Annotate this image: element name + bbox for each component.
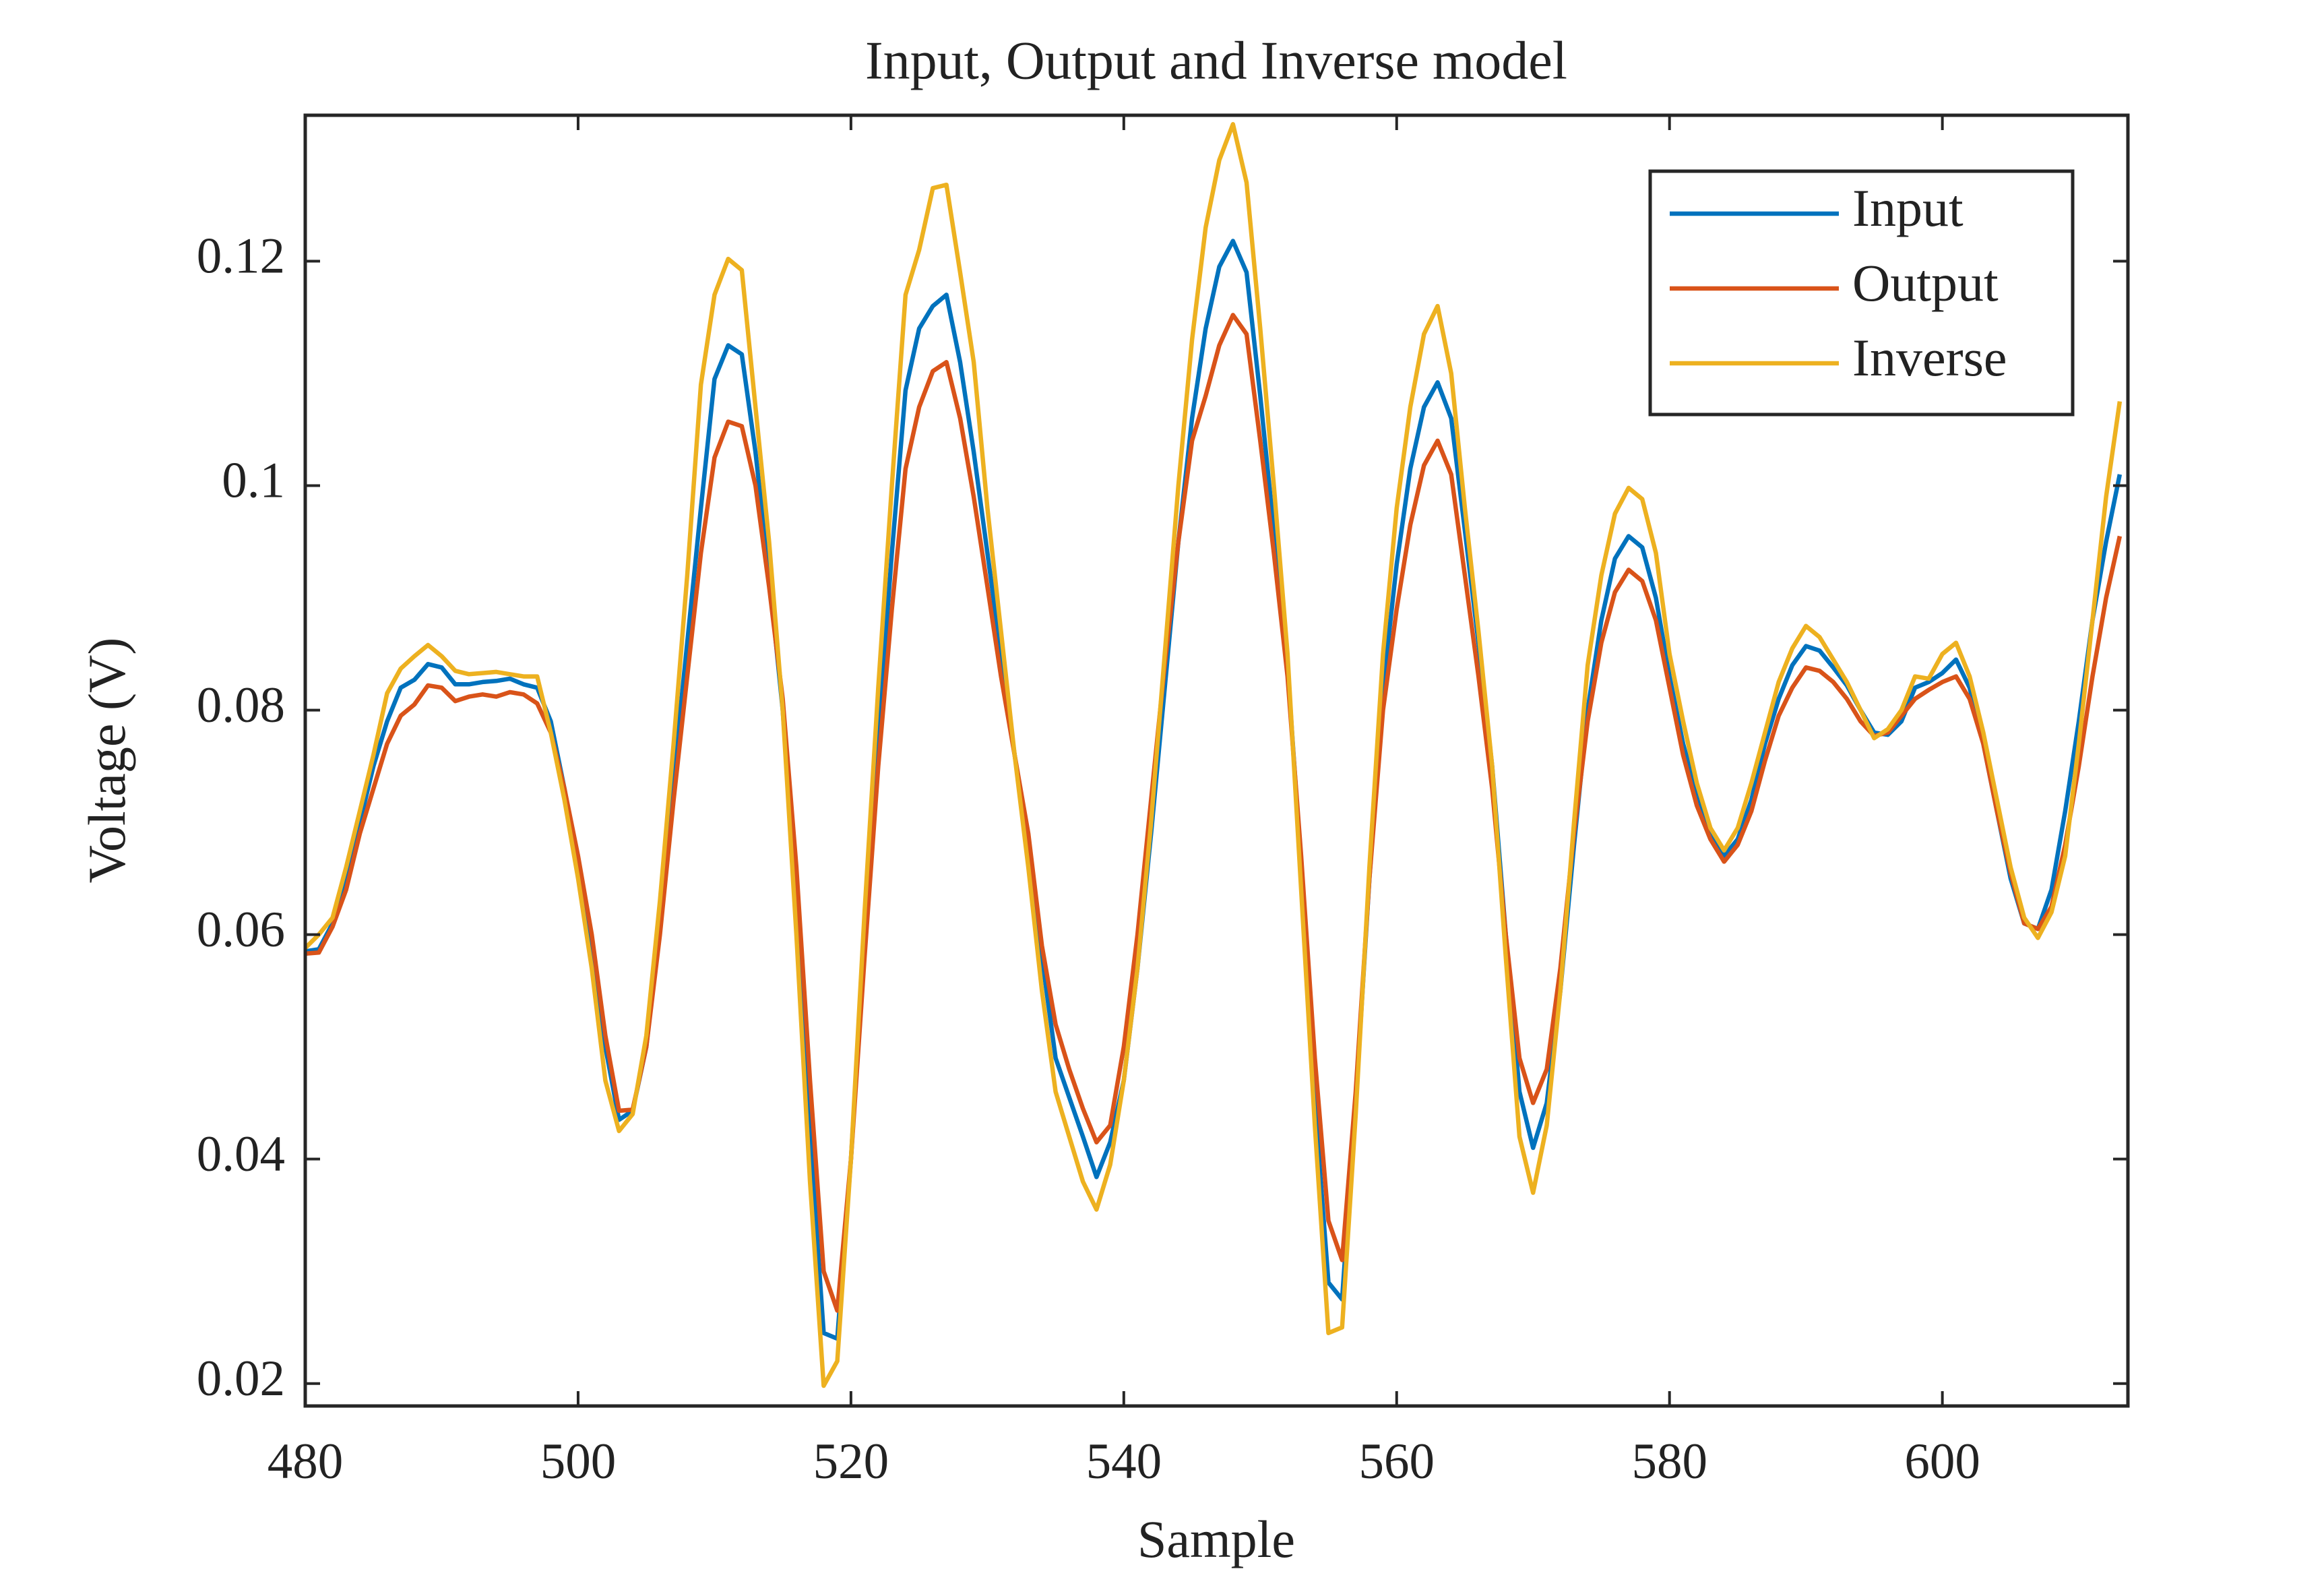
chart-title: Input, Output and Inverse model <box>865 31 1567 90</box>
y-tick-label: 0.12 <box>197 228 285 284</box>
legend: Input Output Inverse <box>1648 169 2075 417</box>
x-tick-label: 480 <box>268 1434 344 1490</box>
legend-label: Inverse <box>1852 328 2007 387</box>
x-tick-label: 600 <box>1904 1434 1980 1490</box>
y-tick-label: 0.08 <box>197 677 285 733</box>
legend-label: Output <box>1852 253 1999 312</box>
series-line <box>305 122 2123 1388</box>
plot-area <box>305 122 2123 1388</box>
x-tick-label: 560 <box>1359 1434 1435 1490</box>
y-tick-label: 0.02 <box>197 1351 285 1407</box>
legend-box <box>1648 169 2075 417</box>
x-tick-label: 580 <box>1631 1434 1707 1490</box>
x-axis-label: Sample <box>1137 1510 1295 1568</box>
x-tick-label: 500 <box>540 1434 617 1490</box>
y-tick-label: 0.06 <box>197 902 285 958</box>
x-tick-label: 540 <box>1086 1434 1162 1490</box>
x-tick-label: 520 <box>813 1434 889 1490</box>
legend-label: Input <box>1852 179 1964 237</box>
axes-box <box>303 113 2130 1408</box>
y-tick-label: 0.1 <box>222 453 285 509</box>
series-line <box>305 313 2123 1313</box>
y-tick-label: 0.04 <box>197 1126 285 1182</box>
y-axis-label: Voltage (V) <box>77 638 136 884</box>
